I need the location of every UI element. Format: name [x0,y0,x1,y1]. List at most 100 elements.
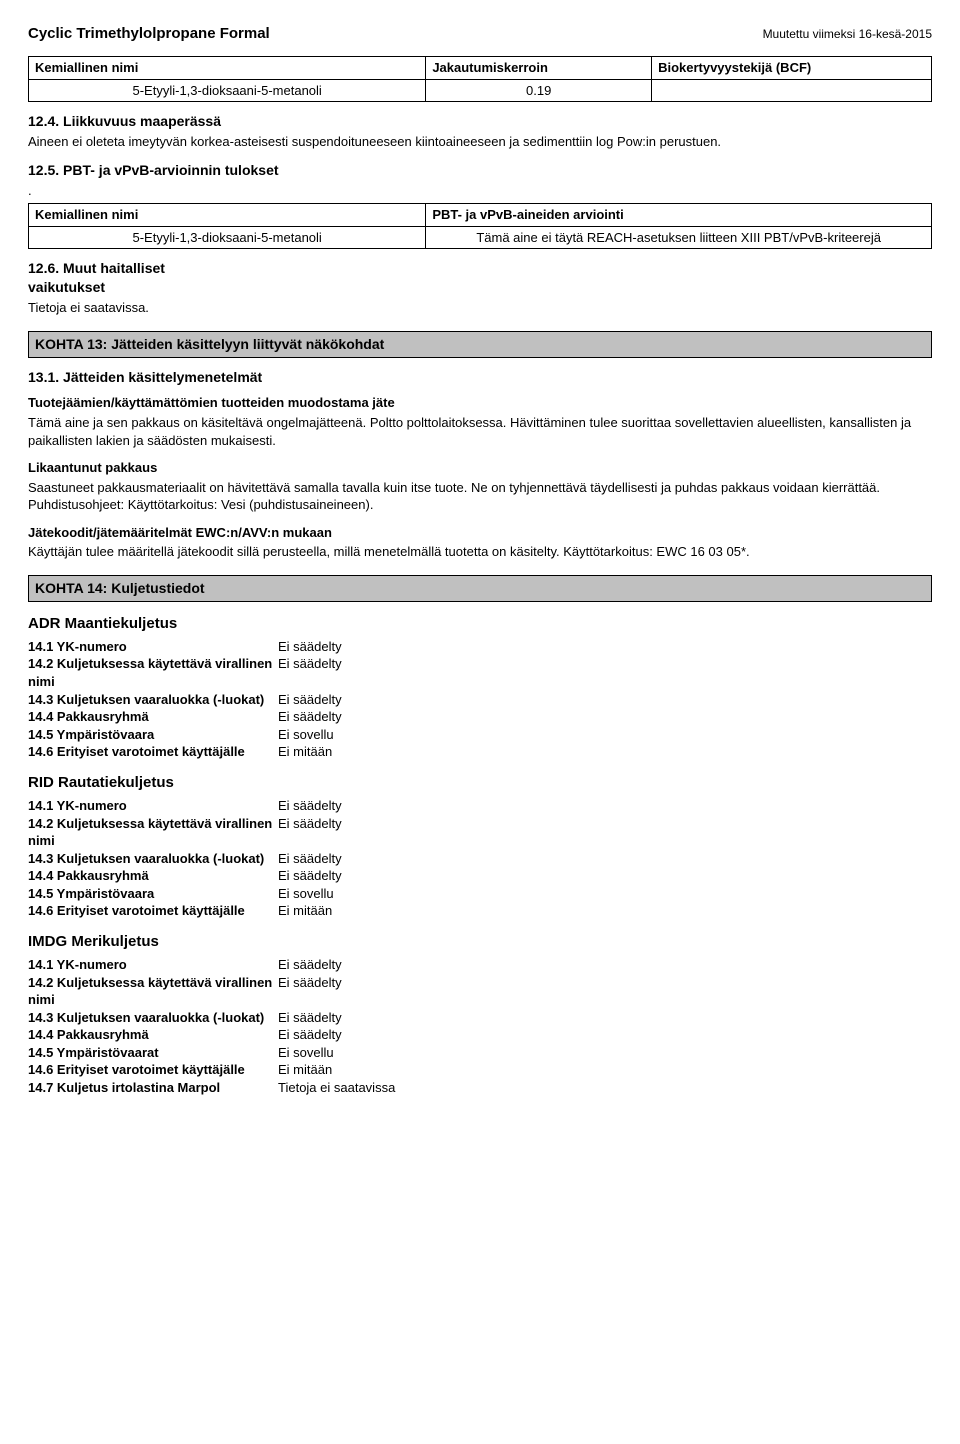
text-waste-product: Tämä aine ja sen pakkaus on käsiteltävä … [28,414,932,449]
col-kemiallinen: Kemiallinen nimi [29,204,426,227]
adr-row: 14.6 Erityiset varotoimet käyttäjälle Ei … [28,743,932,761]
imdg-label-text: 14.5 Ympäristövaarat [28,1045,159,1060]
col-jakautumiskerroin: Jakautumiskerroin [426,57,652,80]
rid-label: 14.6 Erityiset varotoimet käyttäjälle [28,902,278,920]
adr-row: 14.5 Ympäristövaara Ei sovellu [28,726,932,744]
partition-table: Kemiallinen nimi Jakautumiskerroin Bioke… [28,56,932,102]
rid-value: Ei säädelty [278,850,932,868]
adr-value: Ei säädelty [278,708,932,726]
imdg-label-text: 14.2 Kuljetuksessa käytettävä virallinen… [28,975,272,1008]
cell-name: 5-Etyyli-1,3-dioksaani-5-metanoli [29,79,426,102]
rid-value: Ei sovellu [278,885,932,903]
adr-value: Ei sovellu [278,726,932,744]
imdg-row: 14.7 Kuljetus irtolastina Marpol Tietoja … [28,1079,932,1097]
imdg-label-text: 14.6 Erityiset varotoimet käyttäjälle [28,1062,245,1077]
col-kemiallinen: Kemiallinen nimi [29,57,426,80]
rid-label: 14.3 Kuljetuksen vaaraluokka (-luokat) [28,850,278,868]
rid-value: Ei säädelty [278,797,932,815]
rid-row: 14.5 YmpäristövaaraEi sovellu [28,885,932,903]
table-row: 5-Etyyli-1,3-dioksaani-5-metanoli 0.19 [29,79,932,102]
imdg-value: Ei säädelty [278,1026,932,1044]
rid-label: 14.2 Kuljetuksessa käytettävä virallinen… [28,815,278,850]
table-row: 5-Etyyli-1,3-dioksaani-5-metanoli Tämä a… [29,226,932,249]
rid-title: RID Rautatiekuljetus [28,773,932,793]
imdg-row: 14.4 Pakkausryhmä Ei säädelty [28,1026,932,1044]
table-header-row: Kemiallinen nimi Jakautumiskerroin Bioke… [29,57,932,80]
imdg-label: 14.3 Kuljetuksen vaaraluokka (-luokat) [28,1009,278,1027]
imdg-label: 14.6 Erityiset varotoimet käyttäjälle [28,1061,278,1079]
rid-row: 14.6 Erityiset varotoimet käyttäjälleEi … [28,902,932,920]
table-header-row: Kemiallinen nimi PBT- ja vPvB-aineiden a… [29,204,932,227]
text-ewc: Käyttäjän tulee määritellä jätekoodit si… [28,543,932,561]
imdg-value: Ei säädelty [278,974,932,1009]
heading-12-6: 12.6. Muut haitalliset vaikutukset [28,259,228,297]
rid-value: Ei säädelty [278,815,932,850]
imdg-label-text: 14.4 Pakkausryhmä [28,1027,149,1042]
subhead-waste-product: Tuotejäämien/käyttämättömien tuotteiden … [28,394,932,412]
rid-label: 14.4 Pakkausryhmä [28,867,278,885]
heading-12-4: 12.4. Liikkuvuus maaperässä [28,112,932,131]
text-12-4: Aineen ei oleteta imeytyvän korkea-astei… [28,133,932,151]
imdg-title: IMDG Merikuljetus [28,932,932,952]
imdg-row: 14.1 YK-numeroEi säädelty [28,956,932,974]
modified-date: 16-kesä-2015 [859,27,932,41]
rid-label-text: 14.1 YK-numero [28,798,127,813]
rid-value: Ei säädelty [278,867,932,885]
modified-prefix: Muutettu viimeksi [763,27,856,41]
adr-value: Ei säädelty [278,638,932,656]
adr-row: 14.1 YK-numero Ei säädelty [28,638,932,656]
adr-value: Ei mitään [278,743,932,761]
imdg-label: 14.7 Kuljetus irtolastina Marpol [28,1079,278,1097]
rid-label-text: 14.2 Kuljetuksessa käytettävä virallinen… [28,816,272,849]
rid-row: 14.2 Kuljetuksessa käytettävä virallinen… [28,815,932,850]
heading-13-1: 13.1. Jätteiden käsittelymenetelmät [28,368,932,387]
imdg-value: Tietoja ei saatavissa [278,1079,932,1097]
adr-label: 14.5 Ympäristövaara [28,726,278,744]
adr-label-text: 14.5 Ympäristövaara [28,727,154,742]
rid-row: 14.3 Kuljetuksen vaaraluokka (-luokat)Ei… [28,850,932,868]
subhead-ewc: Jätekoodit/jätemääritelmät EWC:n/AVV:n m… [28,524,932,542]
cell-bcf [652,79,932,102]
imdg-row: 14.2 Kuljetuksessa käytettävä virallinen… [28,974,932,1009]
adr-label: 14.4 Pakkausryhmä [28,708,278,726]
text-12-6: Tietoja ei saatavissa. [28,299,932,317]
adr-row: 14.2 Kuljetuksessa käytettävä virallinen… [28,655,932,690]
rid-row: 14.4 Pakkausryhmä Ei säädelty [28,867,932,885]
imdg-value: Ei mitään [278,1061,932,1079]
imdg-value: Ei sovellu [278,1044,932,1062]
rid-row: 14.1 YK-numero Ei säädelty [28,797,932,815]
adr-row: 14.3 Kuljetuksen vaaraluokka (-luokat)Ei… [28,691,932,709]
rid-label-text: 14.6 Erityiset varotoimet käyttäjälle [28,903,245,918]
adr-label: 14.6 Erityiset varotoimet käyttäjälle [28,743,278,761]
kohta-14-bar: KOHTA 14: Kuljetustiedot [28,575,932,602]
imdg-label-text: 14.1 YK-numero [28,957,127,972]
adr-label: 14.1 YK-numero [28,638,278,656]
imdg-block: 14.1 YK-numeroEi säädelty14.2 Kuljetukse… [28,956,932,1096]
heading-12-5: 12.5. PBT- ja vPvB-arvioinnin tulokset [28,161,932,180]
doc-modified: Muutettu viimeksi 16-kesä-2015 [763,26,932,42]
page-header: Cyclic Trimethylolpropane Formal Muutett… [28,24,932,44]
imdg-row: 14.5 Ympäristövaarat Ei sovellu [28,1044,932,1062]
imdg-label: 14.1 YK-numero [28,956,278,974]
imdg-label-text: 14.7 Kuljetus irtolastina Marpol [28,1080,220,1095]
rid-label: 14.5 Ympäristövaara [28,885,278,903]
adr-title: ADR Maantiekuljetus [28,614,932,634]
kohta-13-bar: KOHTA 13: Jätteiden käsittelyyn liittyvä… [28,331,932,358]
text-packaging: Saastuneet pakkausmateriaalit on hävitet… [28,479,932,514]
adr-label-text: 14.1 YK-numero [28,639,127,654]
adr-label-text: 14.4 Pakkausryhmä [28,709,149,724]
imdg-label: 14.5 Ympäristövaarat [28,1044,278,1062]
imdg-label: 14.2 Kuljetuksessa käytettävä virallinen… [28,974,278,1009]
imdg-row: 14.3 Kuljetuksen vaaraluokka (-luokat)Ei… [28,1009,932,1027]
adr-label-text: 14.2 Kuljetuksessa käytettävä virallinen… [28,656,272,689]
imdg-label: 14.4 Pakkausryhmä [28,1026,278,1044]
cell-pbt: Tämä aine ei täytä REACH-asetuksen liitt… [426,226,932,249]
adr-block: 14.1 YK-numeroEi säädelty14.2 Kuljetukse… [28,638,932,761]
adr-label-text: 14.6 Erityiset varotoimet käyttäjälle [28,744,245,759]
dot-12-5: . [28,182,932,200]
cell-coeff: 0.19 [426,79,652,102]
doc-title: Cyclic Trimethylolpropane Formal [28,24,270,44]
adr-value: Ei säädelty [278,655,932,690]
rid-label-text: 14.4 Pakkausryhmä [28,868,149,883]
imdg-row: 14.6 Erityiset varotoimet käyttäjälle Ei … [28,1061,932,1079]
